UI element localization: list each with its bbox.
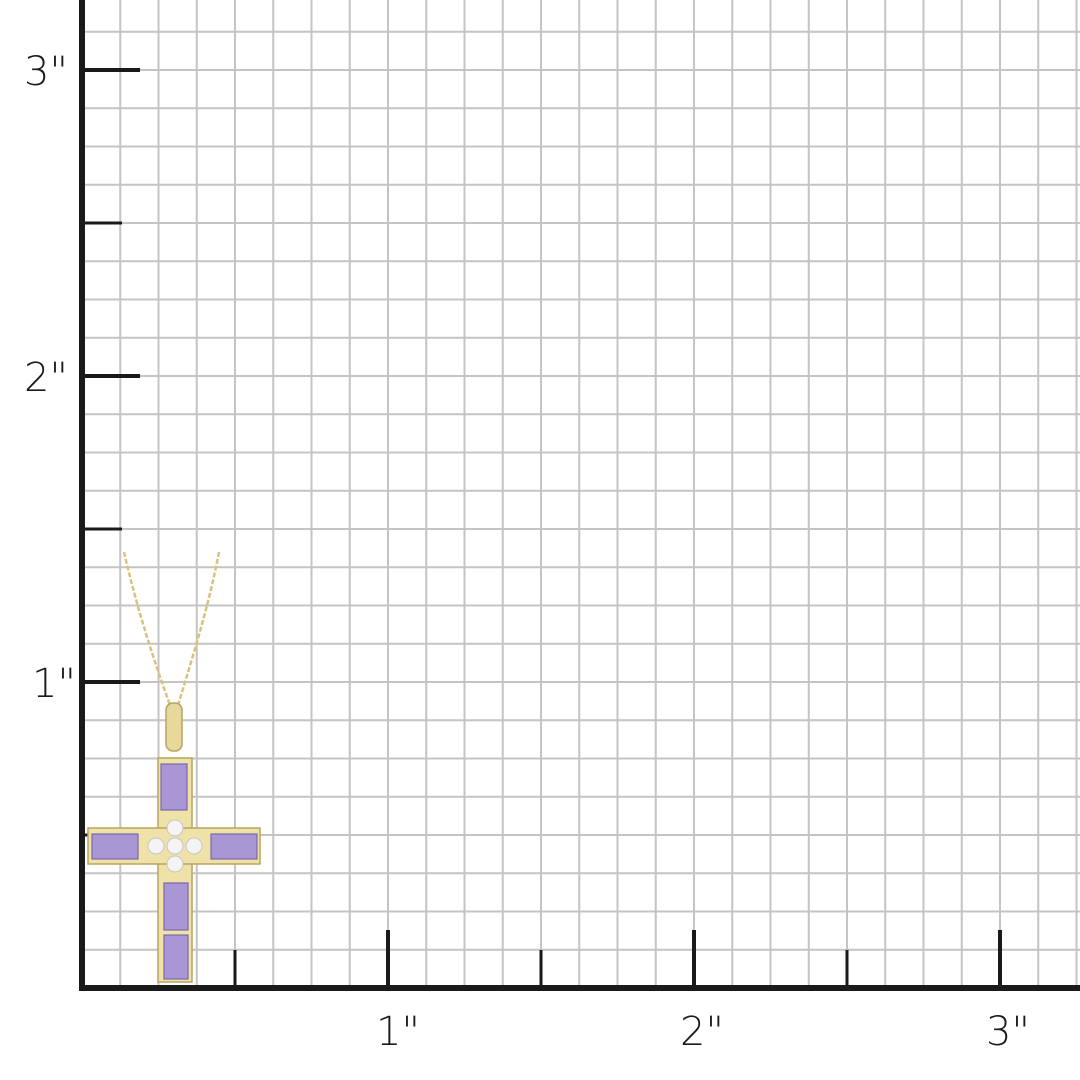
x-label-3: 3": [986, 1009, 1030, 1055]
x-label-1: 1": [376, 1009, 420, 1055]
diamond-cluster: [147, 819, 203, 873]
amethyst-baguettes: [91, 763, 258, 980]
y-label-1: 1": [32, 661, 76, 707]
bail: [165, 702, 183, 752]
y-label-2: 2": [24, 355, 68, 401]
necklace-chain: [122, 551, 221, 706]
x-label-2: 2": [680, 1009, 724, 1055]
y-label-3: 3": [24, 49, 68, 95]
